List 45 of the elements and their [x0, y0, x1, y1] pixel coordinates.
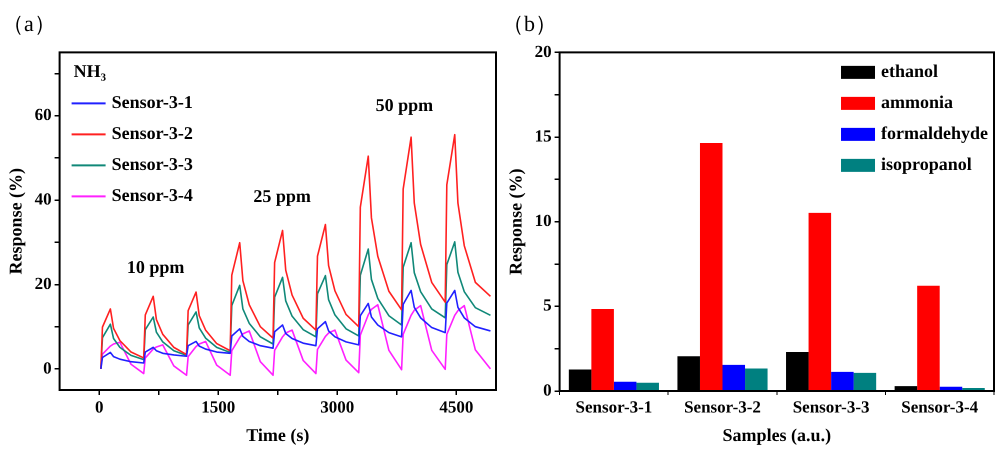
annotation: 50 ppm: [376, 95, 434, 116]
annotation: 25 ppm: [253, 186, 311, 206]
x-axis-title: Samples (a.u.): [722, 424, 832, 445]
x-tick-label: Sensor-3-1: [575, 398, 652, 417]
x-tick-label: 0: [95, 398, 104, 417]
bar: [700, 142, 722, 390]
x-tick-label: 4500: [439, 398, 474, 417]
chart-title: （b）: [502, 10, 557, 36]
bar: [591, 309, 614, 390]
y-tick-label: 10: [534, 211, 552, 230]
bar: [808, 212, 832, 390]
y-tick-label: 20: [34, 274, 52, 293]
y-tick-label: 0: [543, 380, 552, 400]
y-tick-label: 15: [534, 126, 552, 146]
x-tick-label: Sensor-3-2: [684, 398, 761, 417]
y-tick-label: 20: [534, 42, 552, 61]
y-axis-title: Response (%): [505, 168, 526, 275]
legend-label: ammonia: [881, 92, 954, 112]
y-axis-title: Response (%): [5, 168, 26, 274]
x-tick-label: Sensor-3-4: [901, 398, 979, 417]
legend-label: Sensor-3-3: [112, 154, 193, 174]
legend-label: formaldehyde: [881, 123, 988, 144]
legend-label: Sensor-3-4: [112, 185, 193, 206]
y-tick-label: 5: [543, 296, 552, 315]
annotation: 10 ppm: [126, 257, 184, 278]
bar: [854, 372, 876, 390]
bar: [636, 382, 659, 390]
x-tick-label: 3000: [320, 398, 354, 417]
chart-title: （a）: [2, 10, 56, 36]
y-tick-label: 40: [34, 189, 52, 208]
legend-label: ethanol: [881, 61, 938, 82]
y-tick-label: 0: [43, 358, 52, 378]
bar: [917, 286, 940, 390]
y-tick-label: 60: [34, 105, 52, 124]
x-tick-label: 1500: [201, 398, 236, 417]
legend-label: Sensor-3-1: [112, 92, 193, 112]
bar: [722, 364, 746, 390]
bar: [831, 372, 854, 390]
legend-title: NH₃: [74, 61, 107, 82]
legend-label: isopropanol: [881, 154, 972, 174]
legend-label: Sensor-3-2: [112, 123, 193, 144]
x-axis-title: Time (s): [246, 424, 310, 445]
x-tick-label: Sensor-3-3: [792, 398, 870, 417]
bar: [614, 382, 636, 390]
bar: [745, 368, 768, 390]
